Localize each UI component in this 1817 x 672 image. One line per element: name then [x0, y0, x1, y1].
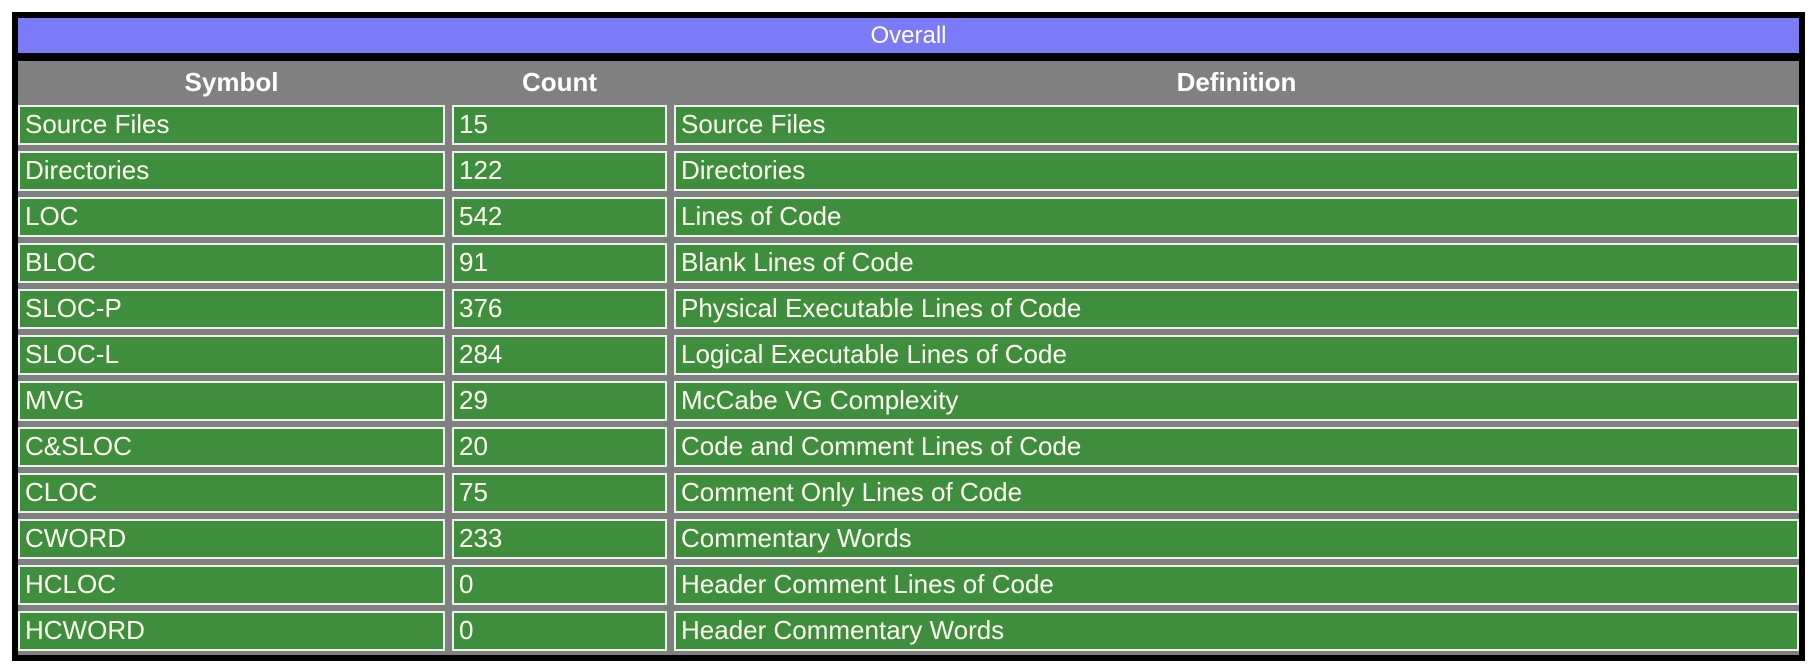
definition-cell: Logical Executable Lines of Code — [674, 335, 1799, 375]
definition-cell: Commentary Words — [674, 519, 1799, 559]
table-row: Directories 122 Directories — [18, 151, 1799, 191]
symbol-cell: C&SLOC — [18, 427, 445, 467]
count-cell: 91 — [452, 243, 667, 283]
count-cell: 0 — [452, 565, 667, 605]
symbol-cell: LOC — [18, 197, 445, 237]
symbol-cell: MVG — [18, 381, 445, 421]
count-cell: 75 — [452, 473, 667, 513]
count-cell: 233 — [452, 519, 667, 559]
table-row: Source Files 15 Source Files — [18, 105, 1799, 145]
table-row: SLOC-P 376 Physical Executable Lines of … — [18, 289, 1799, 329]
definition-cell: Code and Comment Lines of Code — [674, 427, 1799, 467]
definition-cell: Source Files — [674, 105, 1799, 145]
column-header-count: Count — [521, 67, 598, 97]
symbol-cell: BLOC — [18, 243, 445, 283]
symbol-cell: CLOC — [18, 473, 445, 513]
column-header-symbol: Symbol — [184, 67, 279, 97]
symbol-cell: HCLOC — [18, 565, 445, 605]
symbol-cell: Source Files — [18, 105, 445, 145]
count-cell: 29 — [452, 381, 667, 421]
definition-cell: McCabe VG Complexity — [674, 381, 1799, 421]
symbol-cell: SLOC-L — [18, 335, 445, 375]
symbol-cell: Directories — [18, 151, 445, 191]
definition-cell: Physical Executable Lines of Code — [674, 289, 1799, 329]
table-title: Overall — [18, 18, 1799, 61]
definition-cell: Header Comment Lines of Code — [674, 565, 1799, 605]
definition-cell: Header Commentary Words — [674, 611, 1799, 651]
table-row: SLOC-L 284 Logical Executable Lines of C… — [18, 335, 1799, 375]
definition-cell: Lines of Code — [674, 197, 1799, 237]
table-row: MVG 29 McCabe VG Complexity — [18, 381, 1799, 421]
count-cell: 15 — [452, 105, 667, 145]
count-cell: 284 — [452, 335, 667, 375]
table-row: LOC 542 Lines of Code — [18, 197, 1799, 237]
table-row: HCWORD 0 Header Commentary Words — [18, 611, 1799, 651]
definition-cell: Directories — [674, 151, 1799, 191]
definition-cell: Comment Only Lines of Code — [674, 473, 1799, 513]
symbol-cell: HCWORD — [18, 611, 445, 651]
table-header-row: Symbol Count Definition — [18, 61, 1799, 103]
table-row: CLOC 75 Comment Only Lines of Code — [18, 473, 1799, 513]
table-row: CWORD 233 Commentary Words — [18, 519, 1799, 559]
table-row: C&SLOC 20 Code and Comment Lines of Code — [18, 427, 1799, 467]
symbol-cell: SLOC-P — [18, 289, 445, 329]
count-cell: 0 — [452, 611, 667, 651]
overall-metrics-table: Overall Symbol Count Definition Source F… — [12, 12, 1805, 661]
column-header-definition: Definition — [1176, 67, 1297, 97]
definition-cell: Blank Lines of Code — [674, 243, 1799, 283]
count-cell: 20 — [452, 427, 667, 467]
table-row: HCLOC 0 Header Comment Lines of Code — [18, 565, 1799, 605]
count-cell: 542 — [452, 197, 667, 237]
count-cell: 376 — [452, 289, 667, 329]
symbol-cell: CWORD — [18, 519, 445, 559]
count-cell: 122 — [452, 151, 667, 191]
table-row: BLOC 91 Blank Lines of Code — [18, 243, 1799, 283]
table-body: Source Files 15 Source Files Directories… — [18, 103, 1799, 655]
